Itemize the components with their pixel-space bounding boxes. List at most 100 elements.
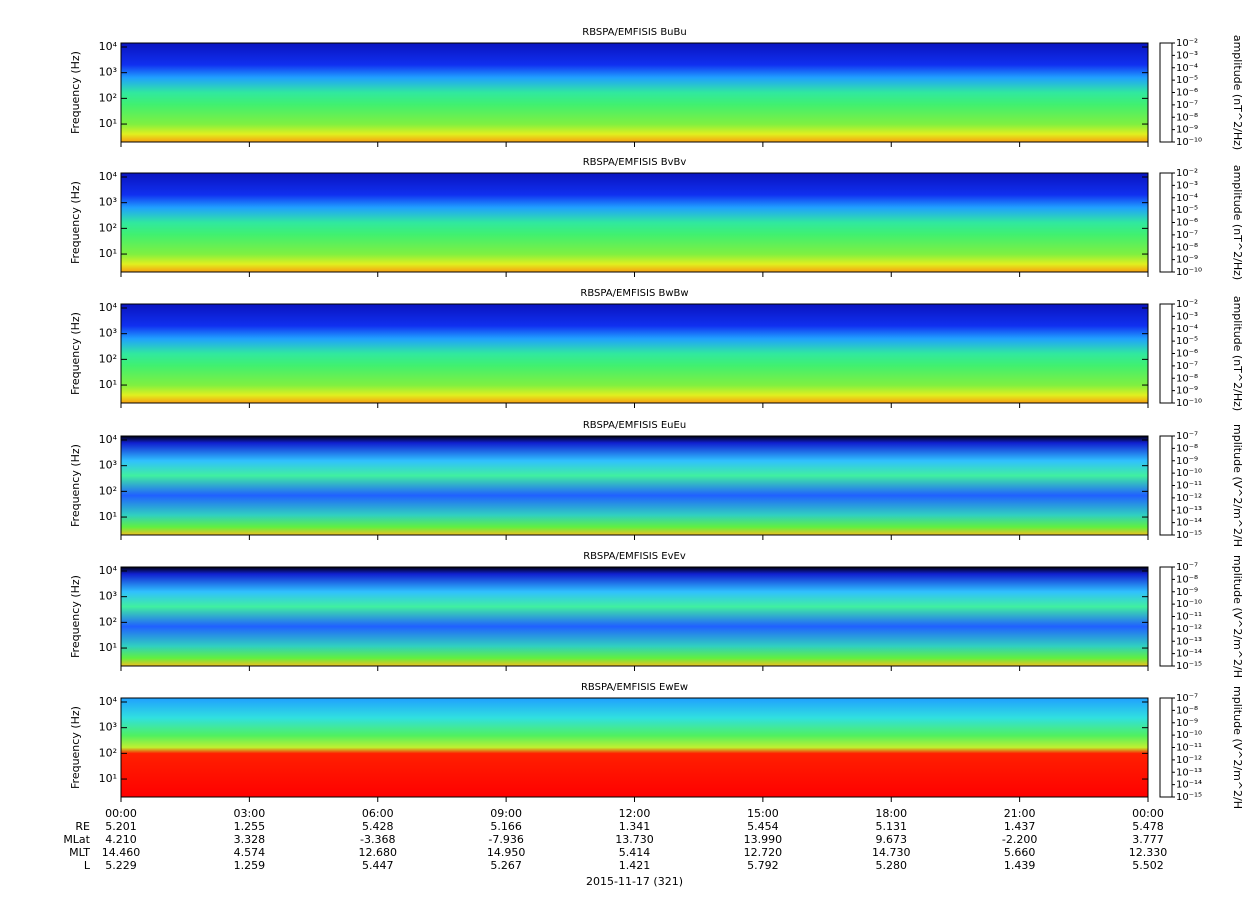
colorbar-tick-label: 10⁻⁹ xyxy=(1176,718,1198,729)
ephemeris-value: 5.131 xyxy=(876,820,908,833)
colorbar-tick-label: 10⁻⁸ xyxy=(1176,705,1198,716)
y-tick-label: 10⁴ xyxy=(99,695,118,708)
ephemeris-value: 1.439 xyxy=(1004,859,1036,872)
colorbar-tick-label: 10⁻¹⁵ xyxy=(1176,792,1202,803)
spectrogram-image xyxy=(121,436,1148,535)
colorbar-tick-label: 10⁻¹⁰ xyxy=(1176,730,1202,741)
colorbar-tick-label: 10⁻¹¹ xyxy=(1176,481,1202,492)
colorbar xyxy=(1159,566,1173,667)
colorbar-tick-label: 10⁻⁹ xyxy=(1176,456,1198,467)
colorbar xyxy=(1159,435,1173,536)
y-tick-label: 10³ xyxy=(99,196,117,209)
spectrogram-image xyxy=(121,43,1148,142)
colorbar-tick-label: 10⁻¹⁵ xyxy=(1176,530,1202,541)
panel-title: RBSPA/EMFISIS BvBv xyxy=(583,157,687,168)
y-tick-label: 10⁴ xyxy=(99,564,118,577)
ephemeris-value: 5.201 xyxy=(105,820,137,833)
y-tick-label: 10⁴ xyxy=(99,170,118,183)
panel-title: RBSPA/EMFISIS EuEu xyxy=(583,420,686,431)
colorbar-tick-label: 10⁻⁸ xyxy=(1176,574,1198,585)
y-tick-label: 10² xyxy=(99,746,117,759)
ephemeris-value: 3.328 xyxy=(234,833,266,846)
colorbar-tick-label: 10⁻⁷ xyxy=(1176,562,1198,573)
colorbar xyxy=(1159,697,1173,798)
colorbar-label: amplitude (nT^2/Hz) xyxy=(1231,296,1244,411)
panel-title: RBSPA/EMFISIS EvEv xyxy=(583,551,686,562)
colorbar-tick-label: 10⁻⁶ xyxy=(1176,88,1198,99)
ephemeris-value: 12.330 xyxy=(1129,846,1168,859)
colorbar-tick-label: 10⁻¹⁰ xyxy=(1176,398,1202,409)
ephemeris-value: -7.936 xyxy=(488,833,523,846)
colorbar-tick-label: 10⁻¹² xyxy=(1176,493,1202,504)
y-axis-label: Frequency (Hz) xyxy=(69,312,82,395)
colorbar-tick-label: 10⁻⁷ xyxy=(1176,230,1198,241)
ephemeris-value: -2.200 xyxy=(1002,833,1037,846)
colorbar-label: mplitude (V^2/m^2/H xyxy=(1231,555,1244,678)
x-tick-label: 00:00 xyxy=(1132,807,1164,820)
ephemeris-label: L xyxy=(84,859,91,872)
ephemeris-value: 9.673 xyxy=(876,833,908,846)
colorbar-tick-label: 10⁻⁹ xyxy=(1176,255,1198,266)
colorbar-tick-label: 10⁻³ xyxy=(1176,311,1198,322)
ephemeris-value: 5.166 xyxy=(490,820,522,833)
ephemeris-label: MLat xyxy=(63,833,90,846)
colorbar-tick-label: 10⁻⁵ xyxy=(1176,75,1198,86)
y-axis-label: Frequency (Hz) xyxy=(69,51,82,134)
ephemeris-value: 13.730 xyxy=(615,833,654,846)
colorbar-tick-label: 10⁻⁴ xyxy=(1176,193,1198,204)
ephemeris-value: 4.210 xyxy=(105,833,137,846)
colorbar-tick-label: 10⁻² xyxy=(1176,168,1198,179)
colorbar-tick-label: 10⁻¹⁵ xyxy=(1176,661,1202,672)
ephemeris-value: 5.267 xyxy=(490,859,522,872)
y-tick-label: 10¹ xyxy=(99,378,117,391)
ephemeris-value: 12.720 xyxy=(744,846,783,859)
colorbar-tick-label: 10⁻⁵ xyxy=(1176,336,1198,347)
y-axis-label: Frequency (Hz) xyxy=(69,444,82,527)
colorbar-tick-label: 10⁻¹⁰ xyxy=(1176,137,1202,148)
colorbar xyxy=(1159,303,1173,404)
y-tick-label: 10¹ xyxy=(99,772,117,785)
ephemeris-value: 13.990 xyxy=(744,833,783,846)
colorbar-tick-label: 10⁻⁸ xyxy=(1176,112,1198,123)
ephemeris-value: 1.255 xyxy=(234,820,266,833)
y-tick-label: 10² xyxy=(99,221,117,234)
x-tick-label: 12:00 xyxy=(619,807,651,820)
ephemeris-value: 5.454 xyxy=(747,820,779,833)
y-axis-label: Frequency (Hz) xyxy=(69,575,82,658)
date-label: 2015-11-17 (321) xyxy=(586,875,683,888)
ephemeris-value: 5.792 xyxy=(747,859,779,872)
ephemeris-value: 12.680 xyxy=(359,846,398,859)
ephemeris-value: 5.502 xyxy=(1132,859,1164,872)
colorbar-tick-label: 10⁻³ xyxy=(1176,180,1198,191)
x-tick-label: 18:00 xyxy=(875,807,907,820)
y-tick-label: 10² xyxy=(99,484,117,497)
ephemeris-value: 1.341 xyxy=(619,820,651,833)
y-tick-label: 10¹ xyxy=(99,117,117,130)
ephemeris-value: 1.421 xyxy=(619,859,651,872)
colorbar-tick-label: 10⁻¹³ xyxy=(1176,505,1202,516)
colorbar xyxy=(1159,172,1173,273)
colorbar-label: amplitude (nT^2/Hz) xyxy=(1231,35,1244,150)
colorbar-tick-label: 10⁻⁹ xyxy=(1176,386,1198,397)
ephemeris-value: 5.447 xyxy=(362,859,394,872)
y-tick-label: 10³ xyxy=(99,459,117,472)
colorbar-tick-label: 10⁻⁴ xyxy=(1176,324,1198,335)
ephemeris-value: 14.460 xyxy=(102,846,141,859)
y-tick-label: 10¹ xyxy=(99,247,117,260)
ephemeris-value: 3.777 xyxy=(1132,833,1164,846)
colorbar-tick-label: 10⁻⁷ xyxy=(1176,431,1198,442)
colorbar-tick-label: 10⁻¹³ xyxy=(1176,636,1202,647)
ephemeris-value: 1.259 xyxy=(234,859,266,872)
ephemeris-value: 5.414 xyxy=(619,846,651,859)
colorbar-tick-label: 10⁻⁶ xyxy=(1176,349,1198,360)
colorbar-tick-label: 10⁻¹¹ xyxy=(1176,612,1202,623)
y-tick-label: 10⁴ xyxy=(99,40,118,53)
colorbar-label: mplitude (V^2/m^2/H xyxy=(1231,686,1244,809)
ephemeris-value: 5.660 xyxy=(1004,846,1036,859)
y-tick-label: 10³ xyxy=(99,327,117,340)
ephemeris-value: 14.730 xyxy=(872,846,911,859)
y-tick-label: 10³ xyxy=(99,590,117,603)
ephemeris-value: -3.368 xyxy=(360,833,395,846)
colorbar-tick-label: 10⁻⁷ xyxy=(1176,693,1198,704)
